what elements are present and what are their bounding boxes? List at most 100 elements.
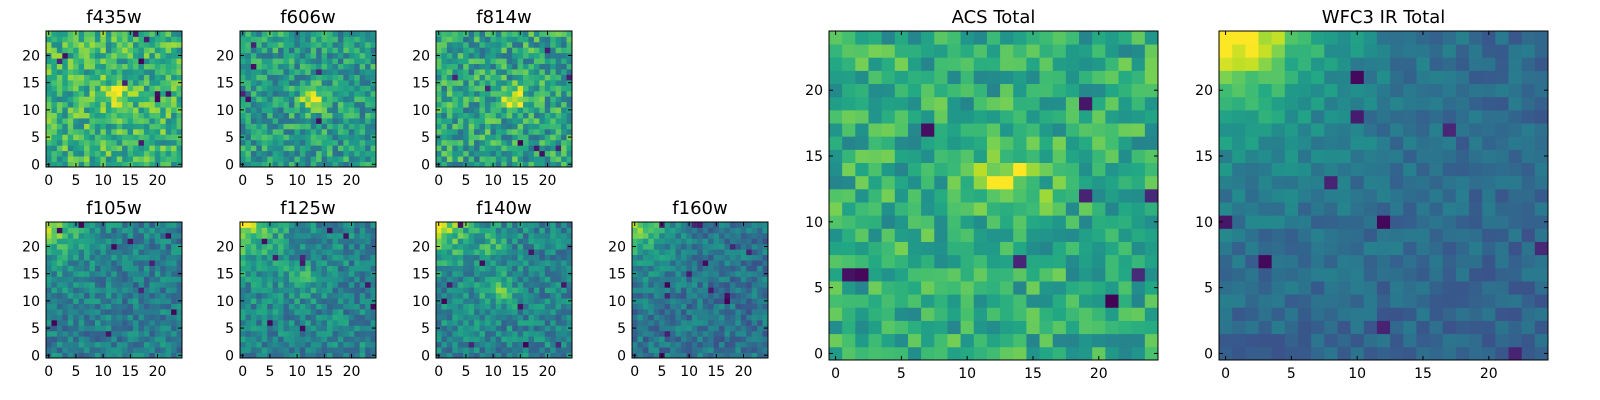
heatmap-cell bbox=[729, 281, 736, 288]
heatmap-cell bbox=[176, 319, 183, 326]
heatmap-cell bbox=[354, 319, 361, 326]
heatmap-cell bbox=[659, 292, 666, 299]
heatmap-cell bbox=[288, 347, 295, 353]
heatmap-cell bbox=[310, 112, 317, 119]
heatmap-cell bbox=[245, 265, 252, 272]
heatmap-cell bbox=[490, 341, 497, 348]
heatmap-cell bbox=[240, 260, 246, 266]
heatmap-cell bbox=[544, 123, 551, 130]
heatmap-cell bbox=[986, 320, 1001, 335]
heatmap-cell bbox=[680, 222, 687, 228]
heatmap-cell bbox=[261, 227, 268, 234]
heatmap-cell bbox=[138, 325, 145, 332]
heatmap-cell bbox=[84, 52, 90, 59]
heatmap-cell bbox=[176, 232, 183, 239]
heatmap-cell bbox=[149, 118, 156, 124]
heatmap-cell bbox=[479, 309, 486, 315]
heatmap-cell bbox=[278, 69, 284, 75]
heatmap-cell bbox=[332, 123, 339, 130]
heatmap-cell bbox=[697, 260, 704, 266]
heatmap-cell bbox=[122, 118, 128, 124]
heatmap-cell bbox=[51, 112, 58, 119]
heatmap-cell bbox=[261, 52, 268, 59]
heatmap-cell bbox=[267, 303, 274, 310]
heatmap-cell bbox=[751, 347, 758, 353]
heatmap-cell bbox=[686, 319, 693, 326]
heatmap-cell bbox=[697, 227, 704, 234]
heatmap-cell bbox=[278, 101, 284, 108]
heatmap-cell bbox=[1026, 175, 1040, 190]
heatmap-cell bbox=[245, 150, 252, 157]
heatmap-cell bbox=[127, 90, 134, 97]
heatmap-cell bbox=[143, 298, 150, 304]
heatmap-cell bbox=[288, 47, 295, 54]
heatmap-cell bbox=[746, 249, 753, 256]
heatmap-cell bbox=[171, 150, 177, 157]
heatmap-cell bbox=[539, 107, 546, 113]
heatmap-cell bbox=[474, 85, 480, 92]
heatmap-cell bbox=[555, 118, 562, 124]
heatmap-cell bbox=[740, 298, 747, 304]
heatmap-cell bbox=[89, 63, 96, 70]
heatmap-cell bbox=[506, 118, 513, 124]
heatmap-cell bbox=[332, 107, 339, 113]
heatmap-cell bbox=[539, 123, 546, 130]
heatmap-cell bbox=[51, 156, 58, 162]
heatmap-cell bbox=[740, 243, 747, 250]
heatmap-cell bbox=[512, 123, 518, 130]
heatmap-cell bbox=[272, 243, 279, 250]
heatmap-cell bbox=[490, 52, 497, 59]
heatmap-cell bbox=[729, 287, 736, 294]
heatmap-cell bbox=[316, 107, 322, 113]
heatmap-cell bbox=[702, 287, 709, 294]
heatmap-cell bbox=[632, 303, 638, 310]
heatmap-cell bbox=[934, 175, 948, 190]
heatmap-cell bbox=[250, 341, 257, 348]
heatmap-cell bbox=[960, 281, 975, 295]
heatmap-cell bbox=[746, 303, 753, 310]
heatmap-cell bbox=[648, 314, 655, 321]
heatmap-cell bbox=[267, 63, 274, 70]
heatmap-cell bbox=[533, 139, 540, 146]
heatmap-cell bbox=[708, 352, 714, 359]
heatmap-cell bbox=[143, 85, 150, 92]
heatmap-cell bbox=[321, 156, 328, 162]
heatmap-cell bbox=[550, 319, 557, 326]
heatmap-cell bbox=[719, 303, 725, 310]
heatmap-cell bbox=[517, 287, 524, 294]
heatmap-cell bbox=[566, 341, 573, 348]
heatmap-cell bbox=[272, 232, 279, 239]
heatmap-cell bbox=[533, 112, 540, 119]
heatmap-cell bbox=[653, 309, 660, 315]
heatmap-cell bbox=[51, 128, 58, 135]
heatmap-cell bbox=[446, 292, 453, 299]
heatmap-cell bbox=[245, 232, 252, 239]
heatmap-cell bbox=[89, 156, 96, 162]
heatmap-cell bbox=[1118, 215, 1133, 229]
heatmap-cell bbox=[724, 336, 731, 343]
heatmap-cell bbox=[1079, 162, 1093, 177]
heatmap-cell bbox=[272, 79, 279, 86]
heatmap-cell bbox=[512, 118, 518, 124]
heatmap-cell bbox=[441, 319, 448, 326]
heatmap-cell bbox=[283, 254, 290, 261]
heatmap-cell bbox=[446, 63, 453, 70]
heatmap-cell bbox=[299, 31, 306, 37]
heatmap-cell bbox=[550, 58, 557, 65]
heatmap-cell bbox=[555, 107, 562, 113]
heatmap-cell bbox=[283, 222, 290, 228]
heatmap-cell bbox=[62, 47, 69, 54]
heatmap-cell bbox=[370, 287, 377, 294]
heatmap-cell bbox=[751, 227, 758, 234]
heatmap-cell bbox=[111, 69, 118, 75]
heatmap-cell bbox=[506, 58, 513, 65]
heatmap-cell bbox=[735, 287, 742, 294]
heatmap-cell bbox=[240, 74, 246, 81]
heatmap-cell bbox=[947, 188, 961, 203]
heatmap-cell bbox=[740, 341, 747, 348]
heatmap-cell bbox=[501, 254, 508, 261]
heatmap-cell bbox=[566, 276, 573, 283]
heatmap-cell bbox=[256, 128, 263, 135]
heatmap-cell bbox=[171, 270, 177, 277]
heatmap-cell bbox=[501, 336, 508, 343]
